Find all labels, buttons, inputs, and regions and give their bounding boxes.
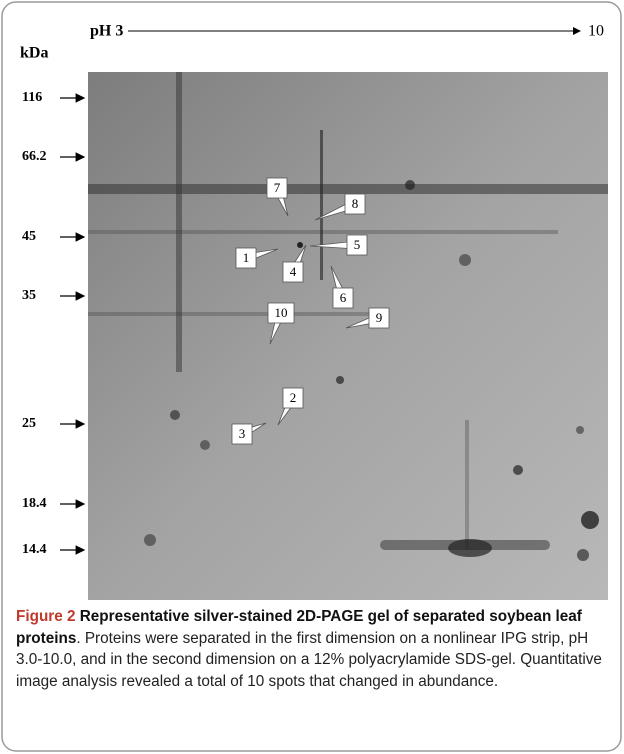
- spot-label: 10: [275, 305, 288, 320]
- marker-label: 45: [22, 229, 36, 244]
- marker-label: 35: [22, 288, 36, 303]
- marker-label: 14.4: [22, 542, 47, 557]
- marker-label: 18.4: [22, 496, 47, 511]
- spot-label: 3: [239, 426, 246, 441]
- callout-box: [266, 177, 288, 199]
- caption-text: . Proteins were separated in the first d…: [16, 629, 602, 690]
- callout-box: [332, 287, 354, 309]
- spot-label: 8: [352, 196, 359, 211]
- callout-box: [282, 261, 304, 283]
- ph-start: pH 3: [90, 23, 123, 40]
- marker-label: 116: [22, 90, 42, 105]
- spot-label: 7: [274, 180, 281, 195]
- spot-label: 5: [354, 237, 361, 252]
- spot-label: 6: [340, 290, 347, 305]
- axis-label: kDa: [20, 45, 48, 62]
- caption-title: Representative silver-stained 2D-PAGE ge…: [16, 608, 582, 647]
- ph-end: 10: [588, 23, 604, 40]
- callout-box: [231, 423, 253, 445]
- caption-label: Figure 2: [16, 608, 76, 625]
- callout-box: [344, 193, 366, 215]
- callout-box: [282, 387, 304, 409]
- callout-box: [267, 302, 295, 324]
- spot-label: 4: [290, 264, 297, 279]
- callout-box: [346, 234, 368, 256]
- marker-label: 66.2: [22, 149, 47, 164]
- callout-box: [368, 307, 390, 329]
- spot-label: 2: [290, 390, 297, 405]
- marker-label: 25: [22, 416, 36, 431]
- spot-label: 1: [243, 250, 250, 265]
- callout-box: [235, 247, 257, 269]
- spot-label: 9: [376, 310, 383, 325]
- caption: Figure 2 Representative silver-stained 2…: [16, 606, 612, 692]
- gel-image: [88, 72, 608, 600]
